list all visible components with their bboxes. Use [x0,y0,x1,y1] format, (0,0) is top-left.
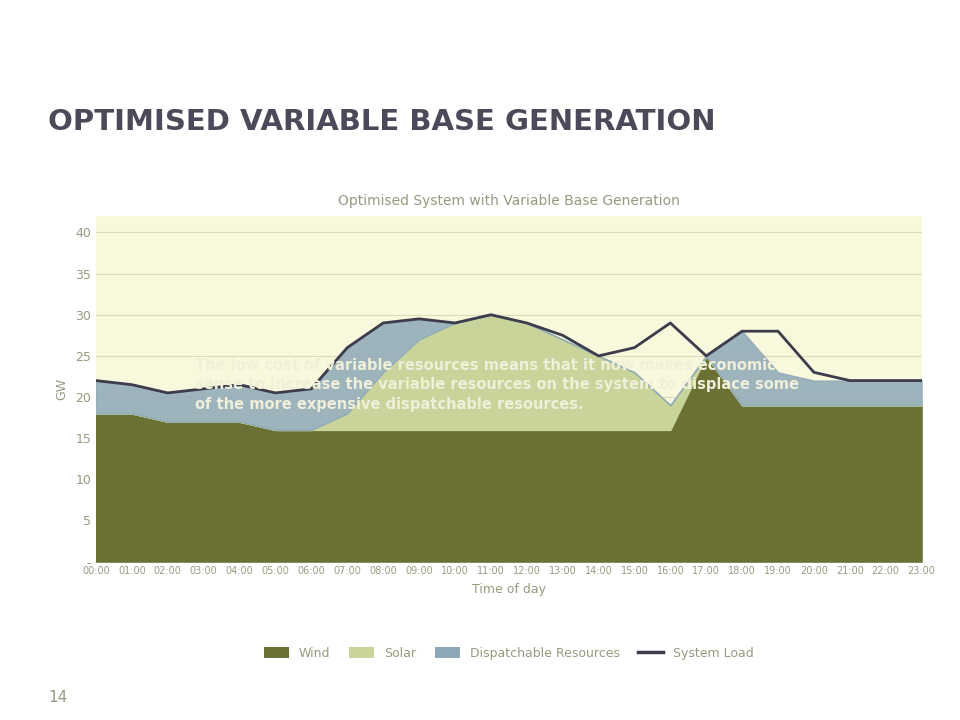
Text: 14: 14 [48,690,67,705]
Text: The low cost of variable resources means that it now makes economic
sense to inc: The low cost of variable resources means… [195,358,799,413]
X-axis label: Time of day: Time of day [471,583,546,596]
Title: Optimised System with Variable Base Generation: Optimised System with Variable Base Gene… [338,194,680,208]
Y-axis label: GW: GW [56,378,68,400]
Legend: Wind, Solar, Dispatchable Resources, System Load: Wind, Solar, Dispatchable Resources, Sys… [257,641,760,666]
Text: OPTIMISED VARIABLE BASE GENERATION: OPTIMISED VARIABLE BASE GENERATION [48,107,715,135]
